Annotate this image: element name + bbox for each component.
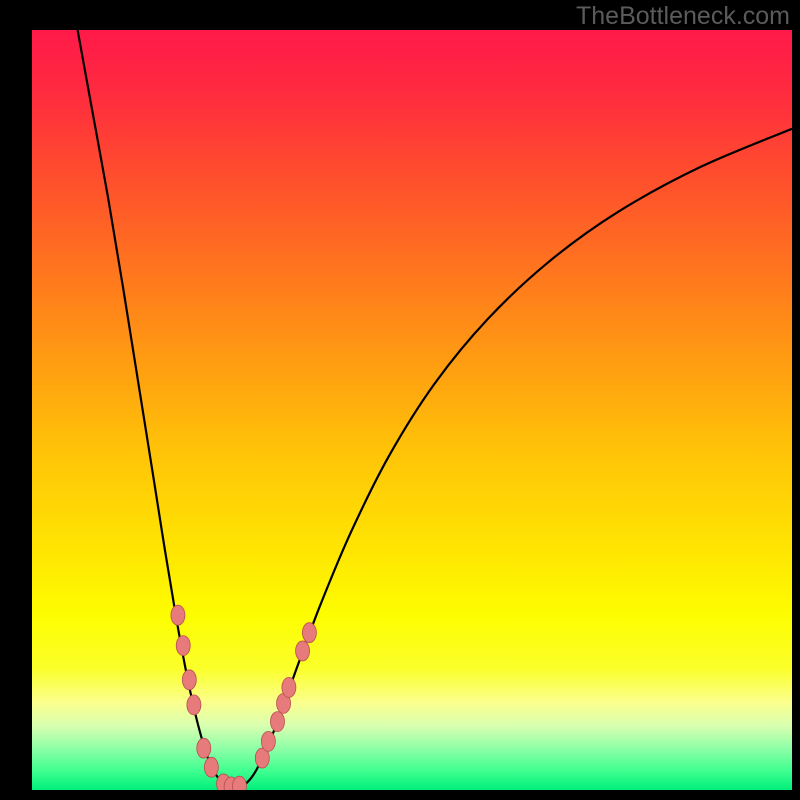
data-marker: [204, 757, 218, 777]
data-marker: [182, 670, 196, 690]
watermark-text: TheBottleneck.com: [576, 2, 790, 31]
data-marker: [176, 636, 190, 656]
chart-frame: TheBottleneck.com: [0, 0, 800, 800]
data-marker: [270, 712, 284, 732]
plot-area: [32, 30, 792, 790]
bottleneck-curve: [32, 30, 792, 790]
data-marker: [296, 641, 310, 661]
data-marker: [171, 605, 185, 625]
curve-left-branch: [78, 30, 232, 788]
data-marker: [197, 738, 211, 758]
data-marker: [187, 695, 201, 715]
data-marker: [302, 623, 316, 643]
data-marker: [282, 677, 296, 697]
data-marker: [261, 731, 275, 751]
curve-right-branch: [231, 129, 792, 789]
